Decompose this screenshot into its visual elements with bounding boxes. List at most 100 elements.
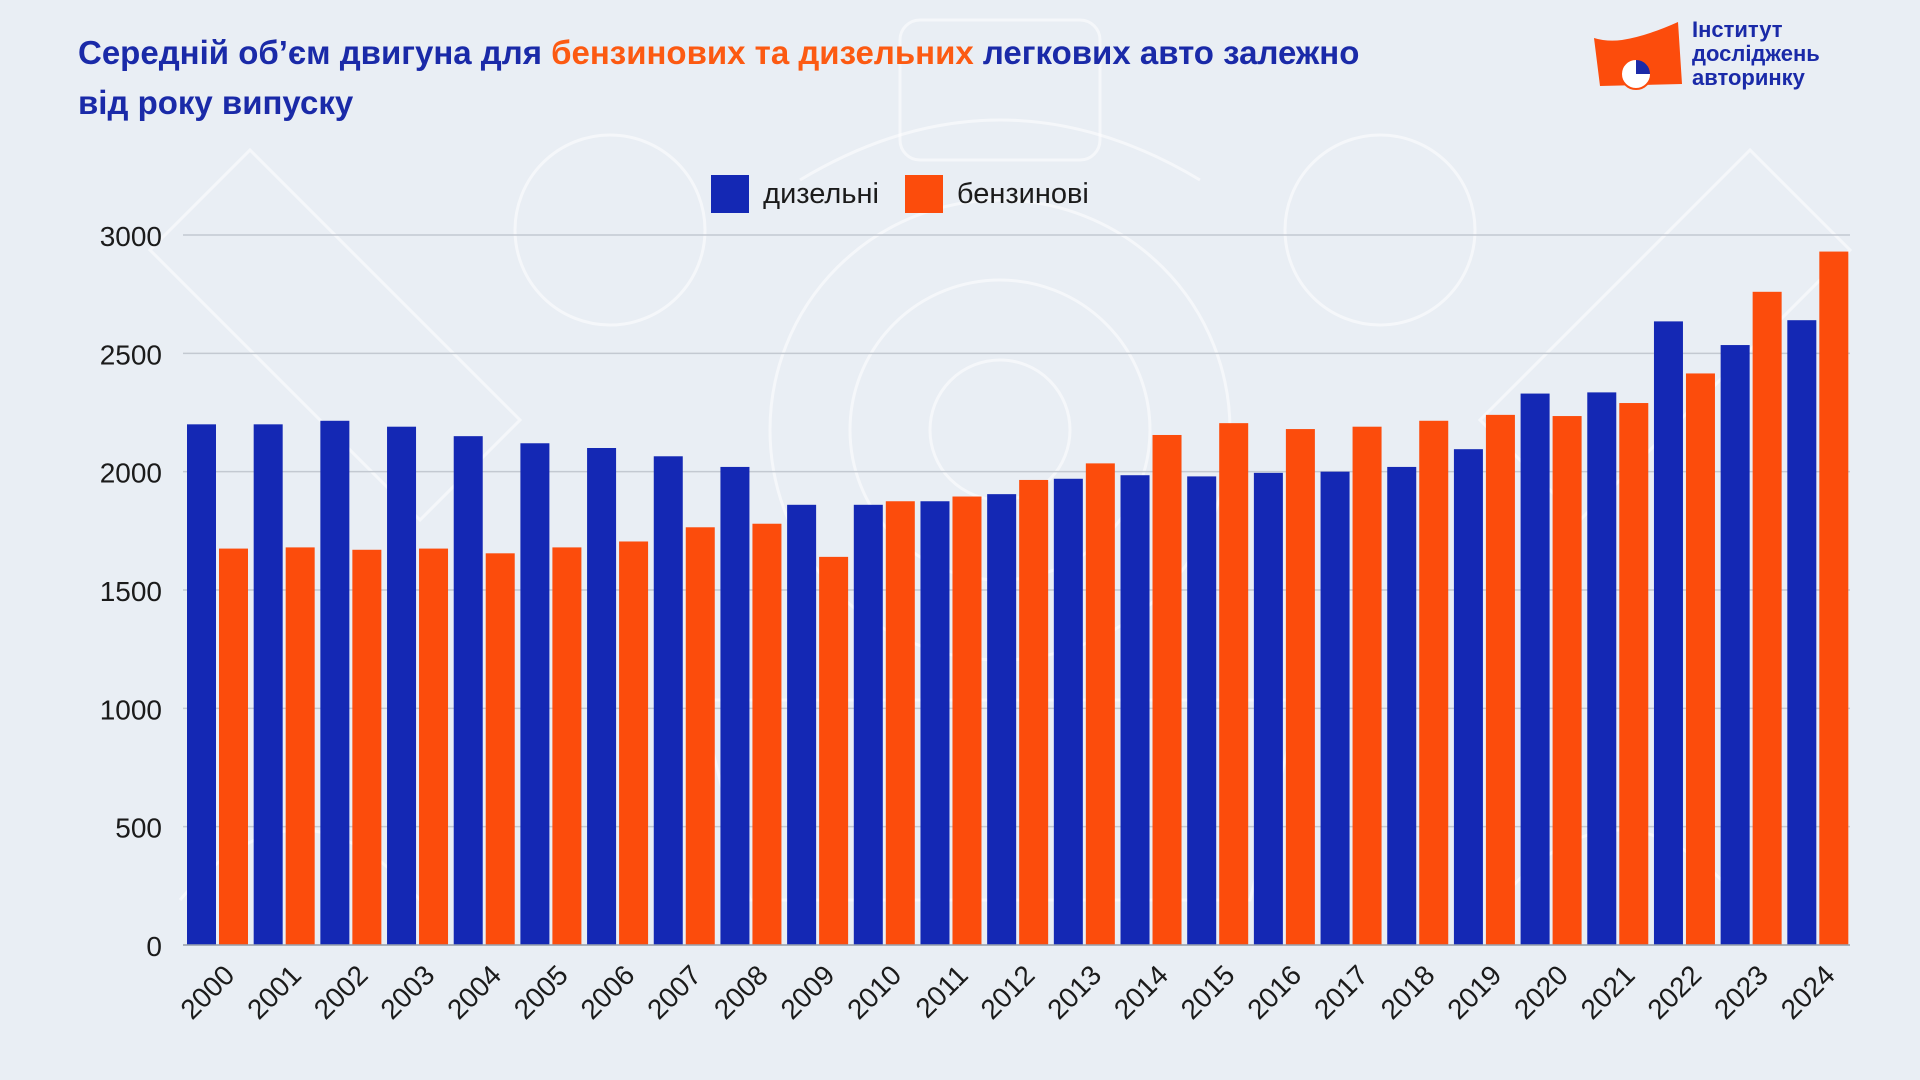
title-part1: Середній об’єм двигуна для	[78, 34, 552, 71]
x-tick-label: 2018	[1375, 959, 1441, 1025]
logo-line3: авторинку	[1692, 65, 1805, 90]
bar-diesel	[320, 420, 350, 945]
legend-label-diesel: дизельні	[763, 177, 879, 210]
bar-petrol	[1752, 291, 1782, 945]
x-tick-label: 2001	[241, 959, 307, 1025]
x-tick-label: 2004	[441, 959, 507, 1025]
bar-petrol	[1085, 463, 1115, 945]
bar-diesel	[520, 443, 550, 945]
x-tick-label: 2016	[1241, 959, 1307, 1025]
bar-petrol	[619, 541, 649, 945]
x-tick-label: 2021	[1575, 959, 1641, 1025]
x-tick-label: 2010	[841, 959, 907, 1025]
x-tick-label: 2008	[708, 959, 774, 1025]
bar-petrol	[1819, 251, 1849, 946]
logo-icon	[1594, 22, 1682, 90]
bar-diesel	[1120, 475, 1150, 945]
x-tick-label: 2012	[975, 959, 1041, 1025]
x-tick-label: 2007	[641, 959, 707, 1025]
bar-diesel	[987, 494, 1017, 945]
bar-petrol	[352, 549, 382, 945]
bar-diesel	[1453, 449, 1483, 945]
bar-diesel	[920, 501, 950, 945]
bar-diesel	[1787, 320, 1817, 945]
bar-petrol	[819, 556, 849, 945]
bar-diesel	[187, 424, 216, 945]
bar-diesel	[1187, 476, 1217, 945]
x-tick-label: 2011	[909, 959, 974, 1024]
bar-diesel	[253, 424, 283, 945]
y-tick-label: 2000	[100, 458, 162, 489]
legend-label-petrol: бензинові	[956, 177, 1089, 210]
bar-diesel	[1253, 472, 1283, 945]
bar-petrol	[1485, 414, 1515, 945]
logo: Інститут досліджень авторинку	[1592, 18, 1912, 98]
bar-petrol	[1685, 373, 1715, 945]
bar-diesel	[453, 436, 483, 945]
bar-petrol	[285, 547, 315, 945]
x-tick-label: 2002	[308, 959, 374, 1025]
bar-petrol	[485, 553, 515, 945]
bar-diesel	[587, 448, 617, 945]
bar-petrol	[952, 496, 982, 945]
logo-line2: досліджень	[1692, 41, 1820, 66]
bar-diesel	[1520, 393, 1550, 946]
x-tick-label: 2019	[1441, 959, 1507, 1025]
y-tick-label: 2500	[100, 339, 162, 370]
x-tick-label: 2014	[1108, 959, 1174, 1025]
bar-petrol	[1285, 429, 1315, 946]
legend-item-diesel: дизельні	[711, 175, 879, 213]
bar-diesel	[1653, 321, 1683, 946]
logo-line1: Інститут	[1692, 17, 1783, 42]
x-tick-label: 2005	[508, 959, 574, 1025]
bar-diesel	[1320, 471, 1350, 945]
bar-petrol	[752, 523, 782, 945]
bar-petrol	[1619, 403, 1649, 945]
bar-diesel	[787, 504, 817, 945]
legend-item-petrol: бензинові	[904, 175, 1089, 213]
bar-petrol	[1152, 434, 1182, 945]
y-tick-label: 3000	[100, 221, 162, 252]
bar-diesel	[653, 456, 683, 945]
y-tick-label: 0	[146, 931, 162, 962]
x-tick-label: 2015	[1175, 959, 1241, 1025]
bar-petrol	[1019, 479, 1049, 945]
x-tick-label: 2022	[1641, 959, 1707, 1025]
y-tick-label: 500	[115, 813, 162, 844]
bar-petrol	[552, 547, 582, 945]
chart-title: Середній об’єм двигуна для бензинових та…	[78, 28, 1478, 128]
bar-petrol	[1419, 420, 1449, 945]
bar-diesel	[387, 426, 417, 945]
logo-text: Інститут досліджень авторинку	[1692, 18, 1892, 90]
bar-diesel	[1053, 478, 1083, 945]
bar-petrol	[419, 548, 449, 945]
bar-petrol	[1352, 426, 1382, 945]
bar-diesel	[853, 504, 883, 945]
bar-petrol	[685, 527, 715, 945]
title-part2: легкових авто залежно	[973, 34, 1360, 71]
bar-diesel	[720, 466, 750, 945]
title-line2: від року випуску	[78, 84, 354, 121]
bar-diesel	[1587, 392, 1617, 946]
x-tick-label: 2013	[1041, 959, 1107, 1025]
x-tick-label: 2006	[575, 959, 641, 1025]
title-accent: бензинових та дизельних	[551, 34, 974, 71]
x-tick-label: 2000	[174, 959, 240, 1025]
x-tick-label: 2024	[1775, 959, 1841, 1025]
bar-diesel	[1387, 466, 1417, 945]
x-tick-label: 2003	[375, 959, 441, 1025]
x-tick-label: 2017	[1308, 959, 1374, 1025]
legend-swatch-petrol	[904, 175, 943, 213]
x-tick-label: 2020	[1508, 959, 1574, 1025]
legend-swatch-diesel	[711, 175, 750, 213]
bar-petrol	[885, 501, 915, 945]
y-tick-label: 1000	[100, 694, 162, 725]
x-tick-label: 2023	[1708, 959, 1774, 1025]
chart-legend: дизельні бензинові	[0, 175, 1860, 213]
x-tick-label: 2009	[775, 959, 841, 1025]
bar-diesel	[1720, 345, 1750, 945]
bar-petrol	[1219, 423, 1249, 945]
bar-petrol	[1552, 416, 1582, 945]
bar-petrol	[219, 548, 248, 945]
